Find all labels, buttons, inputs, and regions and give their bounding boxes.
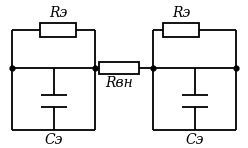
Text: Cэ: Cэ (44, 133, 63, 147)
Text: Cэ: Cэ (185, 133, 204, 147)
Bar (99, 62, 139, 74)
Text: Rэ: Rэ (49, 6, 67, 20)
Text: Rэ: Rэ (172, 6, 190, 20)
Text: Rвн: Rвн (105, 76, 133, 90)
Bar (40, 23, 76, 37)
Bar (163, 23, 199, 37)
